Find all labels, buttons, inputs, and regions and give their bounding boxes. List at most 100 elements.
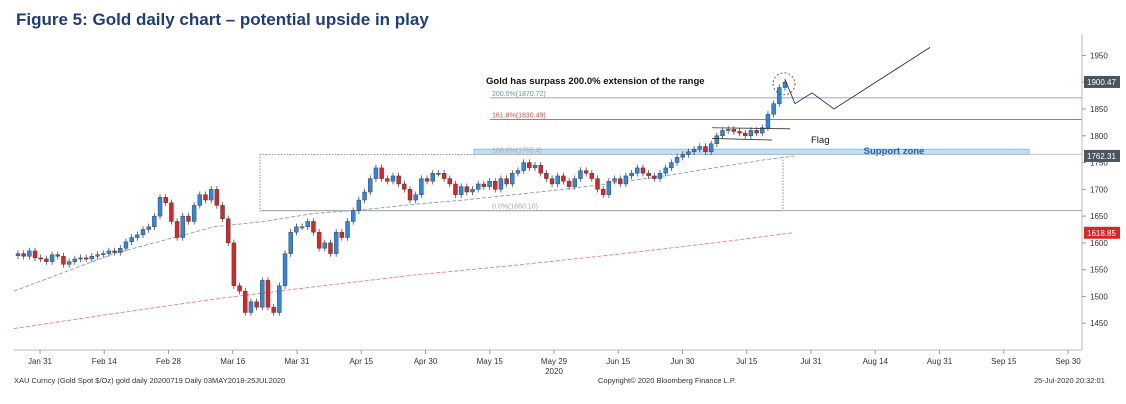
candle-body xyxy=(368,178,373,193)
footer-timestamp: 25-Jul-2020 20:32:01 xyxy=(1034,376,1105,385)
candle-body xyxy=(294,226,299,233)
candle-body xyxy=(669,162,674,169)
candle-body xyxy=(470,189,475,193)
candle-body xyxy=(396,175,401,185)
candle-body xyxy=(243,290,248,313)
candle-body xyxy=(663,167,668,174)
candle-body xyxy=(413,194,418,201)
x-tick-label: Jul 15 xyxy=(736,357,758,366)
level-label: 200.0%(1870.72) xyxy=(492,91,546,98)
price-label-box xyxy=(1084,149,1120,162)
candles-layer xyxy=(15,78,791,316)
flag-line-lower xyxy=(711,138,773,141)
candle-body xyxy=(129,237,134,243)
candle-body xyxy=(777,87,782,104)
price-label: 1762.31 xyxy=(1087,152,1116,161)
candle-body xyxy=(135,234,140,238)
candle-body xyxy=(419,178,424,195)
candle-body xyxy=(481,183,487,187)
candle-body xyxy=(578,170,583,179)
y-tick-label: 1750 xyxy=(1090,159,1108,168)
candle-body xyxy=(390,175,396,182)
price-label: 1900.47 xyxy=(1087,78,1116,87)
candle-body xyxy=(44,258,49,262)
candle-body xyxy=(15,253,21,256)
candle-body xyxy=(208,189,214,201)
candle-body xyxy=(527,162,532,169)
price-label-box xyxy=(1084,226,1120,239)
candle-body xyxy=(458,186,464,195)
candle-body xyxy=(600,189,606,195)
moving-averages-layer xyxy=(13,155,795,330)
annotation-breakout: Gold has surpass 200.0% extension of the… xyxy=(486,76,705,87)
x-tick-label: Apr 30 xyxy=(414,357,438,366)
y-tick-label: 1700 xyxy=(1090,185,1108,194)
x-tick-label: May 29 xyxy=(541,357,568,366)
candle-body xyxy=(339,231,345,238)
candle-body xyxy=(61,256,66,265)
candle-body xyxy=(686,151,691,155)
candle-body xyxy=(27,250,32,257)
candle-body xyxy=(95,254,100,257)
y-tick-label: 1450 xyxy=(1090,319,1108,328)
candle-body xyxy=(186,215,191,222)
x-tick-label: Jan 31 xyxy=(28,357,53,366)
candle-body xyxy=(282,253,288,286)
candle-body xyxy=(220,205,225,219)
x-tick-label: Apr 15 xyxy=(349,357,373,366)
candle-body xyxy=(652,175,657,179)
x-tick-label: Aug 31 xyxy=(927,357,953,366)
candle-body xyxy=(169,202,174,222)
candle-body xyxy=(305,221,310,228)
candle-body xyxy=(328,242,333,254)
candle-body xyxy=(66,261,72,265)
x-tick-label: Jun 30 xyxy=(670,357,695,366)
x-tick-label: May 15 xyxy=(477,357,504,366)
candle-body xyxy=(618,178,623,185)
candle-body xyxy=(515,170,521,174)
candle-body xyxy=(362,191,367,201)
candle-body xyxy=(737,131,742,134)
x-tick-label: Aug 14 xyxy=(863,357,889,366)
candle-body xyxy=(646,173,651,177)
candle-body xyxy=(748,130,754,136)
candle-body xyxy=(725,129,731,131)
candle-body xyxy=(487,181,492,187)
y-tick-label: 1950 xyxy=(1090,51,1108,60)
candle-body xyxy=(174,221,180,238)
candle-body xyxy=(333,231,339,254)
candle-body xyxy=(385,178,390,182)
candle-body xyxy=(476,183,481,190)
candle-body xyxy=(566,181,572,187)
candle-body xyxy=(504,178,509,185)
level-label: 161.8%(1830.49) xyxy=(492,112,546,119)
y-tick-label: 1550 xyxy=(1090,266,1108,275)
candle-body xyxy=(561,175,566,182)
candle-body xyxy=(674,156,680,163)
support-zone xyxy=(473,148,1030,155)
candle-body xyxy=(316,231,322,249)
candle-body xyxy=(703,146,708,153)
candle-body xyxy=(379,167,384,179)
candle-body xyxy=(311,221,316,233)
candle-body xyxy=(657,173,663,179)
candle-body xyxy=(146,226,151,230)
candle-body xyxy=(424,178,430,182)
candle-body xyxy=(532,165,538,169)
candle-body xyxy=(83,257,89,260)
x-tick-label: Feb 28 xyxy=(156,357,181,366)
y-tick-label: 1850 xyxy=(1090,105,1108,114)
candle-body xyxy=(78,257,83,260)
candle-body xyxy=(583,170,589,174)
candle-body xyxy=(345,221,350,238)
candle-body xyxy=(402,183,407,190)
candle-body xyxy=(743,132,748,136)
candle-body xyxy=(760,127,765,134)
candle-body xyxy=(714,135,720,144)
candle-body xyxy=(89,256,95,260)
price-label-box xyxy=(1084,75,1120,88)
candle-body xyxy=(572,178,577,187)
candle-body xyxy=(260,280,265,308)
candle-body xyxy=(493,181,498,190)
candle-body xyxy=(606,181,612,195)
